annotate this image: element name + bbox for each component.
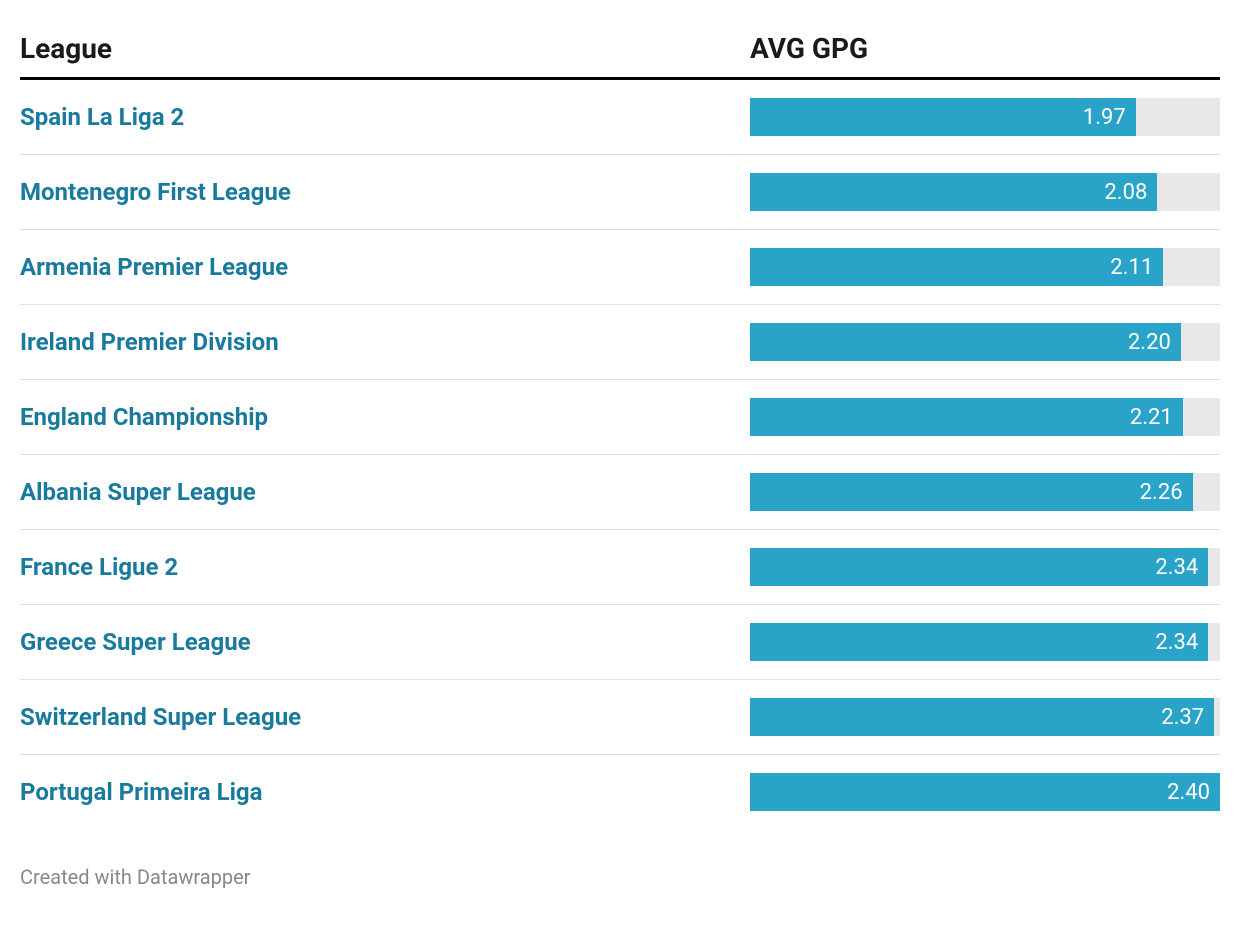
league-link[interactable]: Greece Super League bbox=[20, 628, 750, 656]
league-link[interactable]: Montenegro First League bbox=[20, 178, 750, 206]
bar-fill: 2.11 bbox=[750, 248, 1163, 286]
bar-fill: 2.26 bbox=[750, 473, 1193, 511]
table-row: Montenegro First League 2.08 bbox=[20, 155, 1220, 230]
bar-cell: 2.37 bbox=[750, 698, 1220, 736]
bar-cell: 2.21 bbox=[750, 398, 1220, 436]
bar-fill: 1.97 bbox=[750, 98, 1136, 136]
data-rows: Spain La Liga 2 1.97 Montenegro First Leag… bbox=[20, 80, 1220, 829]
bar-cell: 2.26 bbox=[750, 473, 1220, 511]
bar-value-label: 2.40 bbox=[1167, 780, 1210, 805]
bar-value-label: 2.08 bbox=[1104, 180, 1147, 205]
table-row: Portugal Primeira Liga 2.40 bbox=[20, 755, 1220, 829]
bar-value-label: 2.20 bbox=[1128, 330, 1171, 355]
table-row: Ireland Premier Division 2.20 bbox=[20, 305, 1220, 380]
bar-value-label: 1.97 bbox=[1083, 105, 1126, 130]
bar-value-label: 2.11 bbox=[1110, 255, 1153, 280]
league-link[interactable]: Albania Super League bbox=[20, 478, 750, 506]
league-link[interactable]: Ireland Premier Division bbox=[20, 328, 750, 356]
bar-value-label: 2.34 bbox=[1155, 555, 1198, 580]
table-row: France Ligue 2 2.34 bbox=[20, 530, 1220, 605]
bar-cell: 2.08 bbox=[750, 173, 1220, 211]
bar-cell: 2.34 bbox=[750, 548, 1220, 586]
bar-fill: 2.34 bbox=[750, 623, 1208, 661]
table-row: Spain La Liga 2 1.97 bbox=[20, 80, 1220, 155]
bar-value-label: 2.34 bbox=[1155, 630, 1198, 655]
bar-fill: 2.21 bbox=[750, 398, 1183, 436]
table-header-row: League AVG GPG bbox=[20, 20, 1220, 80]
bar-cell: 1.97 bbox=[750, 98, 1220, 136]
bar-fill: 2.37 bbox=[750, 698, 1214, 736]
league-link[interactable]: Spain La Liga 2 bbox=[20, 103, 750, 131]
league-link[interactable]: Switzerland Super League bbox=[20, 703, 750, 731]
league-link[interactable]: France Ligue 2 bbox=[20, 553, 750, 581]
league-link[interactable]: Armenia Premier League bbox=[20, 253, 750, 281]
bar-cell: 2.11 bbox=[750, 248, 1220, 286]
bar-fill: 2.20 bbox=[750, 323, 1181, 361]
league-link[interactable]: Portugal Primeira Liga bbox=[20, 778, 750, 806]
bar-fill: 2.34 bbox=[750, 548, 1208, 586]
bar-value-label: 2.21 bbox=[1130, 405, 1173, 430]
table-row: Albania Super League 2.26 bbox=[20, 455, 1220, 530]
header-value: AVG GPG bbox=[750, 32, 1220, 65]
header-league: League bbox=[20, 32, 750, 65]
bar-cell: 2.20 bbox=[750, 323, 1220, 361]
bar-cell: 2.40 bbox=[750, 773, 1220, 811]
bar-fill: 2.40 bbox=[750, 773, 1220, 811]
bar-fill: 2.08 bbox=[750, 173, 1157, 211]
bar-value-label: 2.26 bbox=[1140, 480, 1183, 505]
chart-container: League AVG GPG Spain La Liga 2 1.97 Monten… bbox=[20, 20, 1220, 889]
table-row: Switzerland Super League 2.37 bbox=[20, 680, 1220, 755]
bar-cell: 2.34 bbox=[750, 623, 1220, 661]
bar-value-label: 2.37 bbox=[1161, 705, 1204, 730]
table-row: Armenia Premier League 2.11 bbox=[20, 230, 1220, 305]
league-link[interactable]: England Championship bbox=[20, 403, 750, 431]
table-row: England Championship 2.21 bbox=[20, 380, 1220, 455]
table-row: Greece Super League 2.34 bbox=[20, 605, 1220, 680]
footer-attribution: Created with Datawrapper bbox=[20, 865, 1220, 889]
